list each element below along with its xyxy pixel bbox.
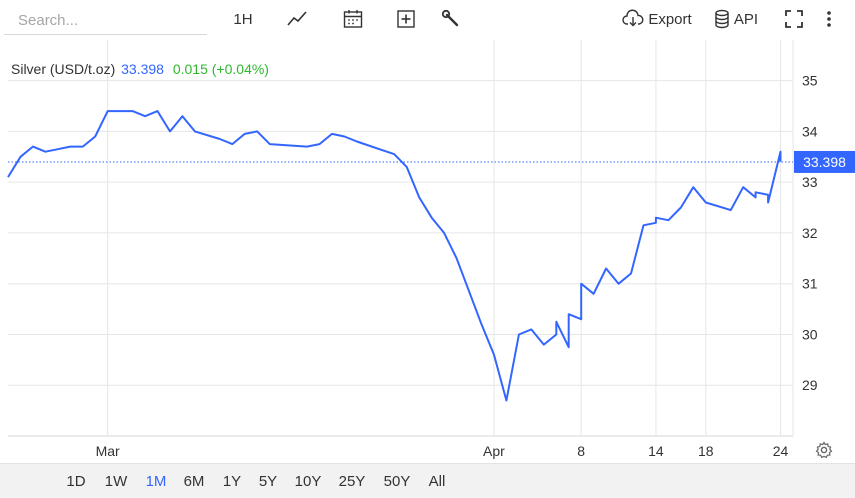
calendar-icon [343,10,363,28]
chart-settings-icon[interactable] [815,441,833,459]
range-button-6m[interactable]: 6M [183,472,205,490]
interval-label: 1H [233,10,253,28]
range-button-25y[interactable]: 25Y [338,472,366,490]
x-tick-label: 14 [648,443,664,459]
x-tick-label: Mar [96,443,120,459]
search-box [4,6,213,35]
y-tick-label: 30 [802,326,818,342]
compare-button[interactable] [393,0,419,38]
settings-tools-button[interactable] [438,0,464,38]
api-button[interactable]: API [712,0,760,38]
fullscreen-button[interactable] [782,0,806,38]
y-tick-label: 29 [802,377,818,393]
range-button-1d[interactable]: 1D [66,472,86,490]
x-tick-label: 18 [698,443,714,459]
chart-grid [8,40,794,437]
last-price-tag [794,150,855,173]
y-tick-label: 34 [802,123,818,139]
more-vertical-icon [827,11,831,27]
y-tick-label: 33 [802,174,818,190]
fullscreen-icon [785,10,803,28]
silver-price-line [7,110,782,402]
x-axis: Mar Apr 8 14 18 24 [96,443,789,459]
y-axis: 29 30 31 32 33 34 35 [802,73,818,394]
range-selector-bar: 1D 1W 1M 6M 1Y 5Y 10Y 25Y 50Y All [0,463,855,498]
last-price-marker: 33.398 [8,150,855,173]
series-name: Silver (USD/t.oz) [11,61,116,77]
y-tick-label: 35 [802,73,818,89]
chart-legend: Silver (USD/t.oz) 33.398 0.015 (+0.04%) [11,61,269,77]
range-button-10y[interactable]: 10Y [294,472,322,490]
range-button-1w[interactable]: 1W [104,472,128,490]
range-button-all[interactable]: All [428,472,446,490]
y-tick-label: 31 [802,276,818,292]
x-tick-label: Apr [483,443,505,459]
search-input[interactable] [4,6,213,34]
more-menu-button[interactable] [820,0,838,38]
export-button[interactable]: Export [621,0,693,38]
wrench-icon [441,9,459,27]
interval-button[interactable]: 1H [228,0,258,38]
current-price: 33.398 [121,61,164,77]
top-toolbar: 1H Exp [0,0,855,40]
price-chart[interactable]: Mar Apr 8 14 18 24 29 30 31 32 33 34 35 33.398 [0,40,855,463]
range-button-5y[interactable]: 5Y [258,472,278,490]
date-range-button[interactable] [340,0,366,38]
x-tick-label: 24 [773,443,789,459]
range-button-1m[interactable]: 1M [145,472,167,490]
line-chart-icon [287,11,307,26]
api-label: API [733,10,759,28]
range-button-50y[interactable]: 50Y [383,472,411,490]
database-icon [715,9,729,29]
price-change: 0.015 (+0.04%) [172,61,269,77]
chart-type-button[interactable] [284,0,310,38]
y-tick-label: 32 [802,225,818,241]
plus-square-icon [397,10,415,28]
chart-area[interactable]: Mar Apr 8 14 18 24 29 30 31 32 33 34 35 33.398 [0,40,855,463]
x-tick-label: 8 [577,443,585,459]
cloud-download-icon [622,9,644,27]
series-layer [7,110,782,402]
export-label: Export [648,10,692,28]
range-button-1y[interactable]: 1Y [222,472,242,490]
last-price-tag-label: 33.398 [803,154,846,170]
